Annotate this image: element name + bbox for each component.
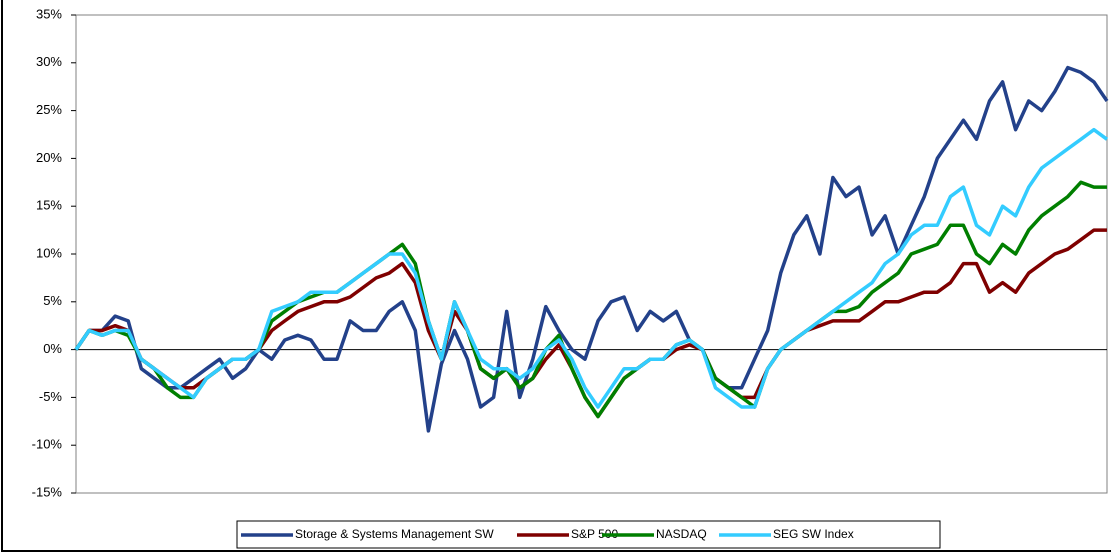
y-tick-label: 15% — [36, 198, 62, 213]
y-tick-label: 20% — [36, 150, 62, 165]
legend-label: NASDAQ — [656, 527, 707, 541]
y-tick-label: 10% — [36, 245, 62, 260]
y-tick-label: 35% — [36, 6, 62, 21]
y-tick-label: 30% — [36, 54, 62, 69]
legend-label: Storage & Systems Management SW — [295, 527, 494, 541]
y-tick-label: -5% — [39, 389, 63, 404]
y-tick-label: -10% — [32, 437, 63, 452]
y-tick-label: 0% — [43, 341, 62, 356]
legend — [236, 520, 941, 549]
legend-label: SEG SW Index — [773, 527, 854, 541]
y-tick-label: -15% — [32, 484, 63, 499]
y-tick-label: 5% — [43, 293, 62, 308]
series-line — [74, 127, 1109, 409]
legend-label: S&P 500 — [571, 527, 618, 541]
legend-items: Storage & Systems Management SW S&P 500 NA… — [241, 527, 854, 541]
y-tick-label: 25% — [36, 102, 62, 117]
series-line — [74, 65, 1109, 433]
plot-area — [75, 14, 1108, 494]
